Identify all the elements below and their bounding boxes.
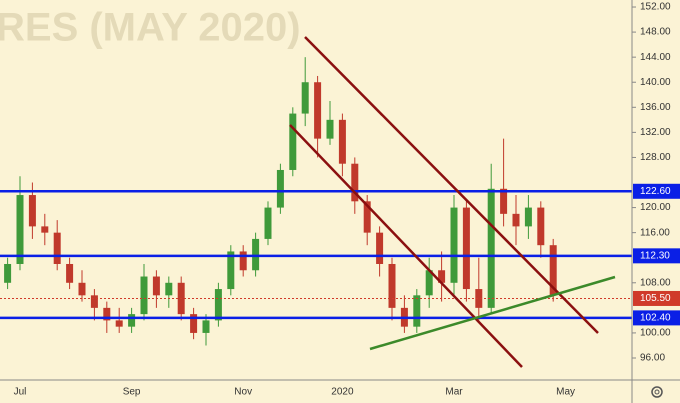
candle-body [115, 320, 123, 327]
level-label-box [633, 290, 680, 306]
candle-body [425, 270, 433, 296]
candle-body [103, 307, 111, 321]
candle-body [326, 119, 334, 139]
candle-body [289, 113, 297, 170]
y-tick-label: 136.00 [640, 102, 671, 113]
y-tick-label: 108.00 [640, 277, 671, 288]
candle-body [214, 289, 222, 321]
y-tick-label: 132.00 [640, 127, 671, 138]
candle-body [301, 82, 309, 114]
x-tick-label: Jul [14, 387, 27, 398]
candle-body [475, 289, 483, 308]
level-label-box [633, 183, 680, 199]
candle-body [202, 320, 210, 333]
y-tick-label: 152.00 [640, 2, 671, 13]
y-tick-label: 144.00 [640, 52, 671, 63]
trend-line [289, 124, 523, 368]
candle-body [549, 245, 557, 296]
candle-body [363, 201, 371, 233]
y-tick-label: 148.00 [640, 27, 671, 38]
candle-body [512, 213, 520, 227]
x-tick-label: Mar [445, 387, 463, 398]
level-label: 112.30 [640, 250, 670, 261]
candle-body [252, 238, 260, 271]
x-tick-label: Sep [123, 387, 141, 398]
candle-body [314, 82, 322, 139]
candle-body [500, 188, 508, 214]
candle-body [438, 270, 446, 283]
y-tick-label: 120.00 [640, 202, 671, 213]
candle-body [487, 188, 495, 308]
trend-line [369, 275, 616, 351]
candle-body [388, 263, 396, 308]
candle-body [264, 207, 272, 239]
settings-icon[interactable] [651, 386, 663, 398]
candle-body [376, 232, 384, 264]
candle-body [165, 282, 173, 296]
candle-body [276, 169, 284, 208]
trend-line [304, 36, 599, 334]
y-tick-label: 100.00 [640, 328, 671, 339]
y-tick-label: 96.00 [640, 353, 665, 364]
level-label: 102.40 [640, 313, 671, 324]
candle-body [190, 314, 198, 333]
y-tick-label: 128.00 [640, 152, 671, 163]
level-label: 122.60 [640, 186, 671, 197]
candle-body [537, 207, 545, 246]
y-tick-label: 116.00 [640, 227, 670, 238]
level-label-box [633, 310, 680, 326]
candle-body [41, 226, 49, 233]
candle-body [338, 119, 346, 164]
candle-body [66, 263, 74, 283]
candle-body [152, 276, 160, 296]
candle-body [413, 295, 421, 327]
candle-body [450, 207, 458, 283]
candle-body [351, 163, 359, 202]
candle-body [28, 195, 36, 227]
level-label: 105.50 [640, 293, 671, 304]
candle-body [239, 251, 247, 271]
plot-area [0, 57, 632, 346]
candle-body [524, 207, 532, 227]
candle-body [53, 232, 61, 264]
candle-body [4, 263, 12, 283]
y-tick-label: 140.00 [640, 77, 671, 88]
x-tick-label: May [556, 387, 575, 398]
watermark-title: RES (MAY 2020) [0, 6, 301, 50]
x-tick-label: Nov [234, 387, 252, 398]
candle-body [227, 251, 235, 290]
candle-body [78, 282, 86, 296]
candle-body [90, 295, 98, 308]
level-label-box [633, 248, 680, 264]
axis-labels: 96.00 100.00 108.00 116.00 120.00 128.00 132.0… [14, 2, 680, 398]
x-tick-label: 2020 [331, 387, 354, 398]
candle-body [16, 195, 24, 264]
candle-body [140, 276, 148, 315]
candle-body [462, 207, 470, 290]
candle-body [128, 314, 136, 327]
